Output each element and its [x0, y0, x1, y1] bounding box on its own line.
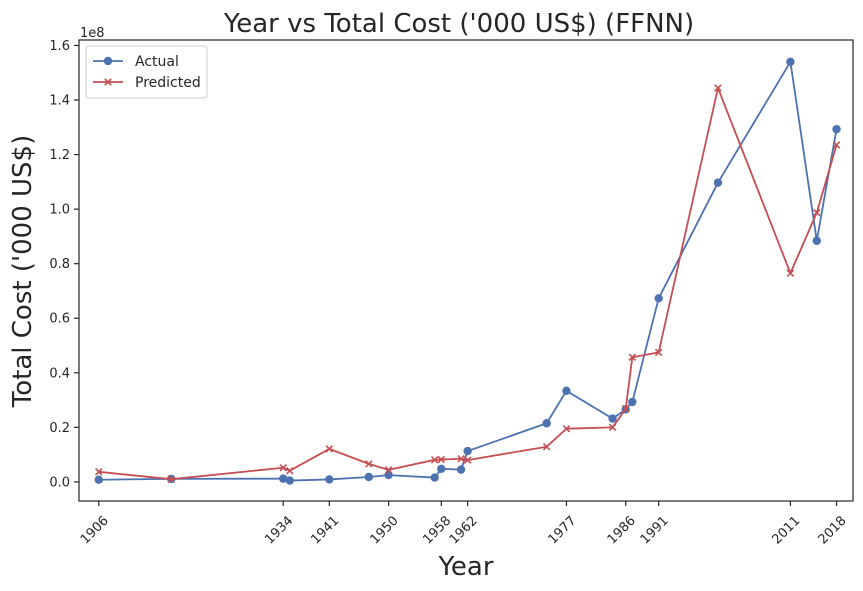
x-tick-label: 1986	[605, 513, 639, 547]
data-point	[832, 141, 841, 149]
data-point	[430, 456, 439, 464]
data-point	[103, 56, 113, 66]
data-point	[365, 460, 373, 468]
y-tick-label: 0.2	[49, 421, 70, 436]
data-point	[608, 414, 617, 423]
data-point	[279, 463, 287, 472]
data-point	[325, 475, 334, 484]
data-point	[456, 465, 466, 474]
data-point	[430, 473, 439, 482]
data-point	[384, 470, 393, 480]
y-tick-label: 0.4	[49, 366, 70, 381]
x-axis-label: Year	[437, 552, 493, 582]
x-tick-label: 2011	[769, 513, 803, 547]
y-tick-label: 1.0	[49, 203, 70, 218]
x-tick-label: 1941	[308, 513, 342, 547]
data-point	[285, 476, 294, 485]
data-point	[621, 405, 630, 413]
data-point	[542, 419, 551, 428]
data-point	[786, 269, 795, 277]
legend-label: Actual	[135, 54, 179, 70]
legend-item-predicted: Predicted	[93, 75, 201, 91]
data-point	[654, 294, 663, 303]
data-point	[437, 464, 446, 474]
data-point	[562, 386, 571, 395]
x-tick-label: 1977	[545, 513, 579, 547]
x-tick-label: 1991	[638, 513, 672, 547]
data-point	[654, 348, 663, 357]
data-point	[94, 475, 103, 484]
data-point	[812, 236, 821, 245]
x-tick-label: 1950	[368, 513, 402, 547]
data-point	[286, 466, 294, 475]
data-point	[167, 475, 175, 483]
data-point	[437, 455, 446, 464]
legend-box	[85, 45, 208, 99]
x-tick-label: 1906	[78, 513, 112, 547]
y-tick-label: 0.6	[49, 312, 70, 327]
x-tick-label: 1958	[420, 513, 454, 547]
y-axis: 0.0 0.2 0.4 0.6 0.8 1.0 1.2 1.4 1.6	[49, 39, 79, 490]
data-point	[463, 446, 472, 456]
legend-label: Predicted	[135, 75, 201, 91]
y-axis-label: Total Cost ('000 US$)	[8, 135, 38, 408]
y-tick-label: 0.8	[49, 257, 70, 272]
data-point	[813, 208, 821, 217]
x-tick-label: 2018	[816, 513, 850, 547]
data-point	[713, 178, 723, 187]
data-point	[786, 57, 795, 67]
y-tick-label: 1.4	[49, 94, 70, 109]
data-point	[542, 442, 551, 451]
data-point	[364, 472, 374, 482]
data-point	[463, 456, 472, 464]
chart-title: Year vs Total Cost ('000 US$) (FFNN)	[223, 9, 694, 39]
data-point	[832, 124, 841, 134]
data-point	[608, 423, 617, 432]
x-tick-label: 1962	[447, 513, 481, 547]
series-predicted	[94, 84, 841, 483]
data-point	[384, 466, 393, 474]
y-tick-label: 0.0	[49, 475, 70, 490]
legend-item-actual: Actual	[93, 54, 179, 70]
series-layer	[94, 57, 841, 485]
data-point	[325, 445, 334, 453]
data-point	[628, 397, 637, 407]
y-tick-label: 1.6	[49, 39, 70, 54]
legend: Actual Predicted	[85, 45, 208, 99]
x-tick-label: 1934	[262, 513, 296, 547]
data-point	[104, 78, 112, 86]
plot-area	[78, 39, 854, 502]
data-point	[94, 468, 103, 476]
data-point	[714, 84, 722, 92]
y-offset-label: 1e8	[80, 26, 105, 41]
data-point	[628, 353, 637, 362]
data-point	[457, 454, 465, 463]
y-tick-label: 1.2	[49, 148, 70, 163]
data-point	[562, 424, 571, 433]
